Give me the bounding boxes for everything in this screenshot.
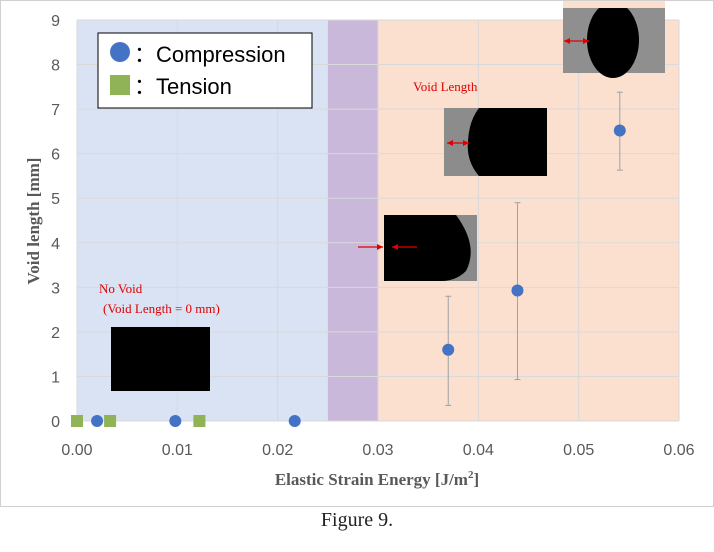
compression-point xyxy=(288,415,301,427)
void-micrograph-large xyxy=(563,1,665,78)
region-1 xyxy=(327,20,378,421)
legend-tension-label: ：Tension xyxy=(134,74,232,99)
y-tick-label: 3 xyxy=(51,280,60,297)
y-tick-label: 8 xyxy=(51,58,60,75)
x-tick-label: 0.03 xyxy=(362,442,393,459)
compression-point xyxy=(613,124,626,137)
chart: 0.00 0.01 0.02 0.03 0.04 0.05 0.06 0123456789 … xyxy=(24,1,695,489)
y-tick-label: 1 xyxy=(51,369,60,386)
compression-point xyxy=(511,284,524,297)
y-tick-label: 5 xyxy=(51,191,60,208)
x-tick-label: 0.05 xyxy=(563,442,594,459)
tension-point xyxy=(193,415,206,427)
y-tick-label: 0 xyxy=(51,414,60,431)
data-points xyxy=(71,124,626,427)
figure-caption: Figure 9. xyxy=(320,509,394,531)
y-tick-labels: 0 1 2 3 4 5 6 7 8 9 xyxy=(51,13,60,431)
compression-point xyxy=(169,415,182,427)
no-void-micrograph xyxy=(111,327,210,391)
x-tick-label: 0.00 xyxy=(61,442,92,459)
tension-point xyxy=(104,415,117,427)
compression-point xyxy=(442,343,455,356)
y-tick-label: 4 xyxy=(51,236,60,253)
legend-compression-label: ：Compression xyxy=(134,42,286,67)
y-tick-label: 7 xyxy=(51,102,60,119)
tension-point xyxy=(71,415,83,427)
legend: ：Compression ：Tension xyxy=(97,32,313,109)
void-micrograph-small xyxy=(358,215,477,281)
no-void-sublabel: (Void Length = 0 mm) xyxy=(103,301,220,316)
x-tick-label: 0.02 xyxy=(262,442,293,459)
void-length-label: Void Length xyxy=(413,79,478,94)
no-void-label: No Void xyxy=(99,281,143,296)
y-tick-label: 2 xyxy=(51,325,60,342)
y-tick-label: 6 xyxy=(51,147,60,164)
x-tick-label: 0.01 xyxy=(162,442,193,459)
x-tick-labels: 0.00 0.01 0.02 0.03 0.04 0.05 0.06 xyxy=(61,442,694,459)
y-tick-label: 9 xyxy=(51,13,60,30)
x-axis-title: Elastic Strain Energy [J/m2] xyxy=(275,469,479,489)
x-tick-label: 0.04 xyxy=(463,442,494,459)
legend-compression-marker xyxy=(110,42,130,62)
x-tick-label: 0.06 xyxy=(663,442,694,459)
y-axis-title: Void length [mm] xyxy=(24,158,43,285)
compression-point xyxy=(91,415,104,427)
legend-tension-marker xyxy=(110,75,130,95)
void-micrograph-medium xyxy=(444,108,547,176)
